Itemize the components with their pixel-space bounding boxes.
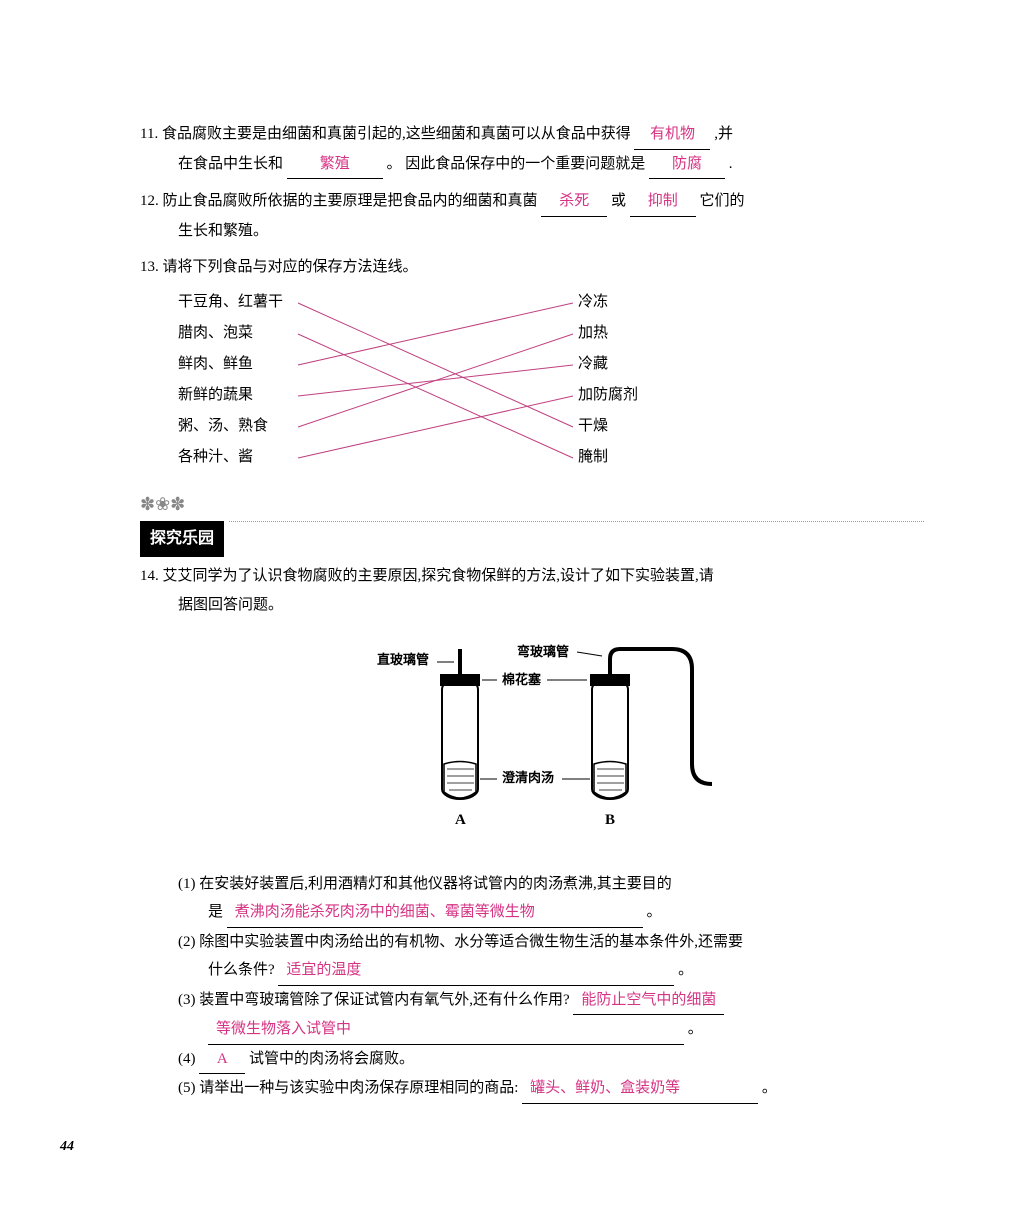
sub4-ans: A — [199, 1045, 245, 1075]
question-11: 11. 食品腐败主要是由细菌和真菌引起的,这些细菌和真菌可以从食品中获得 有机物… — [140, 120, 924, 179]
q11-line2: 在食品中生长和 繁殖 。 因此食品保存中的一个重要问题就是 防腐 . — [140, 150, 924, 180]
matching-lines-svg — [178, 287, 878, 477]
question-12: 12. 防止食品腐败所依据的主要原理是把食品内的细菌和真菌 杀死 或 抑制 它们… — [140, 187, 924, 245]
section-block: ✽❀✽ 探究乐园 — [140, 487, 224, 558]
q12-num: 12. — [140, 193, 159, 209]
sub4-text: 试管中的肉汤将会腐败。 — [249, 1051, 414, 1067]
q14-sub3: (3) 装置中弯玻璃管除了保证试管内有氧气外,还有什么作用? 能防止空气中的细菌… — [140, 986, 924, 1045]
q13-num: 13. — [140, 259, 159, 275]
q11-ans3: 防腐 — [649, 150, 725, 180]
sub2-line2: 什么条件? 适宜的温度 。 — [178, 956, 924, 986]
q14-text1: 艾艾同学为了认识食物腐败的主要原因,探究食物保鲜的方法,设计了如下实验装置,请 — [163, 568, 714, 584]
sub4-num: (4) — [178, 1051, 196, 1067]
sub3-line2: 等微生物落入试管中 。 — [178, 1015, 924, 1045]
q14-num: 14. — [140, 568, 159, 584]
q14-text2: 据图回答问题。 — [178, 597, 283, 613]
sub1-ans: 煮沸肉汤能杀死肉汤中的细菌、霉菌等微生物 — [227, 898, 643, 928]
label-cotton: 棉花塞 — [502, 672, 542, 687]
q11-num: 11. — [140, 126, 158, 142]
section-header: ✽❀✽ 探究乐园 — [140, 487, 924, 558]
q11-text5: . — [729, 156, 733, 172]
sub1-num: (1) — [178, 876, 196, 892]
label-b: B — [605, 812, 615, 828]
sub3-num: (3) — [178, 992, 196, 1008]
diagram-svg: 直玻璃管 弯玻璃管 棉花塞 澄清肉汤 A B — [322, 634, 742, 844]
sub1-line2: 是 煮沸肉汤能杀死肉汤中的细菌、霉菌等微生物 。 — [178, 898, 924, 928]
q13-text: 请将下列食品与对应的保存方法连线。 — [163, 259, 418, 275]
q11-text4: 。 因此食品保存中的一个重要问题就是 — [387, 156, 646, 172]
sub5-num: (5) — [178, 1080, 196, 1096]
q12-ans1: 杀死 — [541, 187, 607, 217]
q12-text1: 防止食品腐败所依据的主要原理是把食品内的细菌和真菌 — [163, 193, 538, 209]
page-content: 11. 食品腐败主要是由细菌和真菌引起的,这些细菌和真菌可以从食品中获得 有机物… — [0, 0, 1024, 1210]
sub3-text1: 装置中弯玻璃管除了保证试管内有氧气外,还有什么作用? — [199, 992, 569, 1008]
q11-text3: 在食品中生长和 — [178, 156, 283, 172]
q12-line2: 生长和繁殖。 — [140, 217, 924, 246]
page-number: 44 — [60, 1134, 924, 1161]
sub3-ans2: 等微生物落入试管中 — [208, 1015, 684, 1045]
experiment-diagram: 直玻璃管 弯玻璃管 棉花塞 澄清肉汤 A B — [282, 634, 782, 855]
q14-sub1: (1) 在安装好装置后,利用酒精灯和其他仪器将试管内的肉汤煮沸,其主要目的 是 … — [140, 870, 924, 928]
sub3-ans1: 能防止空气中的细菌 — [573, 986, 724, 1016]
q12-text4: 生长和繁殖。 — [178, 223, 268, 239]
q11-text1: 食品腐败主要是由细菌和真菌引起的,这些细菌和真菌可以从食品中获得 — [162, 126, 631, 142]
matching-diagram: 干豆角、红薯干 腊肉、泡菜 鲜肉、鲜鱼 新鲜的蔬果 粥、汤、熟食 各种汁、酱 冷… — [178, 287, 878, 477]
decoration-icon: ✽❀✽ — [140, 494, 185, 514]
q14-sub2: (2) 除图中实验装置中肉汤给出的有机物、水分等适合微生物生活的基本条件外,还需… — [140, 928, 924, 986]
sub2-text: 除图中实验装置中肉汤给出的有机物、水分等适合微生物生活的基本条件外,还需要 — [199, 934, 743, 950]
q12-text2: 或 — [611, 193, 626, 209]
sub5-text: 请举出一种与该实验中肉汤保存原理相同的商品: — [199, 1080, 518, 1096]
label-curved: 弯玻璃管 — [517, 644, 569, 659]
q14-line2: 据图回答问题。 — [140, 591, 924, 620]
question-13: 13. 请将下列食品与对应的保存方法连线。 干豆角、红薯干 腊肉、泡菜 鲜肉、鲜… — [140, 253, 924, 477]
label-a: A — [455, 812, 466, 828]
label-straight: 直玻璃管 — [377, 652, 429, 667]
section-title: 探究乐园 — [140, 521, 224, 557]
q14-sub4: (4) A 试管中的肉汤将会腐败。 — [140, 1045, 924, 1075]
sub2-num: (2) — [178, 934, 196, 950]
sub1-text1: 在安装好装置后,利用酒精灯和其他仪器将试管内的肉汤煮沸,其主要目的 — [199, 876, 672, 892]
dotted-line — [229, 521, 924, 522]
sub2-text2: 什么条件? — [208, 962, 275, 978]
q11-text2: ,并 — [714, 126, 733, 142]
sub5-ans: 罐头、鲜奶、盒装奶等 — [522, 1074, 758, 1104]
question-14: 14. 艾艾同学为了认识食物腐败的主要原因,探究食物保鲜的方法,设计了如下实验装… — [140, 562, 924, 1104]
label-soup: 澄清肉汤 — [502, 770, 554, 785]
q14-sub5: (5) 请举出一种与该实验中肉汤保存原理相同的商品: 罐头、鲜奶、盒装奶等 。 — [140, 1074, 924, 1104]
sub1-text2: 是 — [208, 904, 223, 920]
q11-ans2: 繁殖 — [287, 150, 383, 180]
q11-ans1: 有机物 — [634, 120, 710, 150]
q12-ans2: 抑制 — [630, 187, 696, 217]
sub2-ans: 适宜的温度 — [278, 956, 674, 986]
q12-text3: 它们的 — [700, 193, 745, 209]
